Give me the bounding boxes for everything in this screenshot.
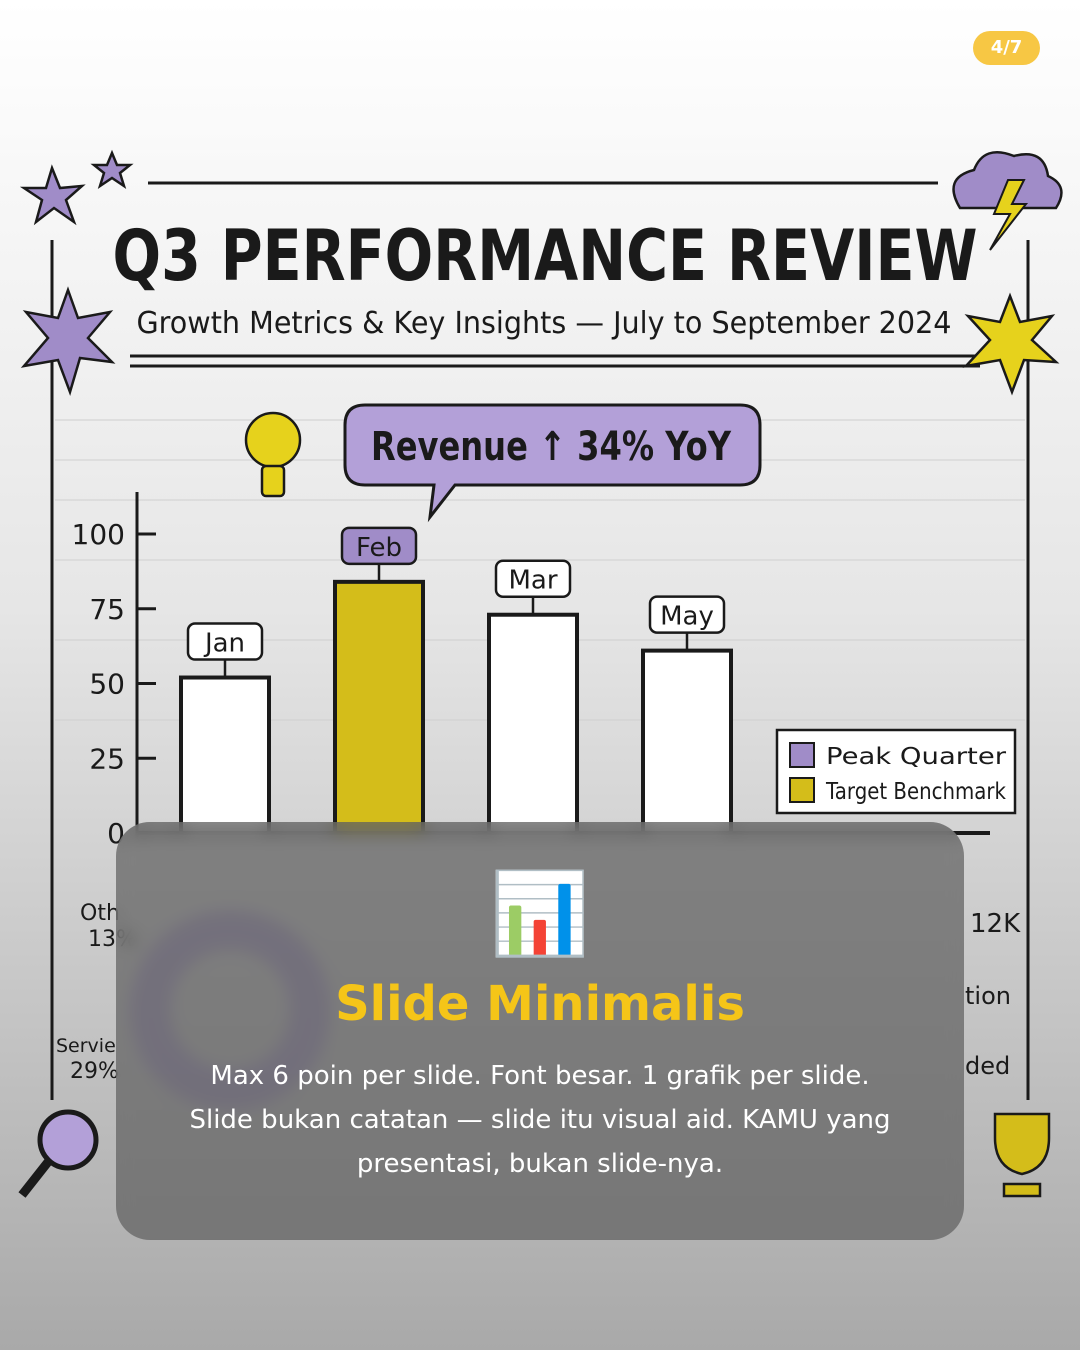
label-tag	[186, 622, 264, 661]
burst	[962, 292, 1060, 396]
bar-label: Jan	[203, 629, 245, 659]
legend-label: Peak Quarter	[826, 744, 1007, 770]
legend-swatch	[789, 777, 815, 803]
bar	[333, 579, 425, 836]
bar	[487, 612, 579, 835]
bulb	[244, 411, 302, 498]
burst	[20, 286, 116, 396]
star	[90, 149, 134, 189]
bar	[641, 648, 733, 835]
magnifier	[18, 1109, 99, 1198]
obscured-text: ded	[965, 1052, 1010, 1080]
legend-swatch	[789, 742, 815, 768]
card-title: Slide Minimalis	[335, 976, 745, 1032]
obscured-text: Oth	[80, 901, 120, 926]
bar-label: Mar	[508, 566, 557, 596]
obscured-text: Servie	[56, 1035, 116, 1057]
legend-label: Target Benchmark	[825, 779, 1006, 805]
callout-bubble	[343, 403, 762, 523]
label-tag	[340, 526, 418, 566]
y-tick-label: 75	[89, 593, 125, 626]
trophy	[993, 1112, 1051, 1198]
slide-title: Q3 PERFORMANCE REVIEW	[113, 215, 978, 297]
card-body: Max 6 poin per slide. Font besar. 1 graf…	[189, 1061, 891, 1179]
obscured-text: 12K	[970, 909, 1021, 939]
star	[19, 164, 86, 226]
bar-label: Feb	[356, 533, 402, 563]
frame	[50, 181, 1030, 1100]
label-tag	[648, 595, 726, 634]
label-tag	[494, 559, 572, 598]
card-icon: 📊	[490, 867, 590, 960]
page-badge: 4/7	[973, 31, 1040, 65]
obscured-text: 29%	[70, 1059, 119, 1084]
y-tick-label: 25	[89, 742, 125, 775]
slide-subtitle: Growth Metrics & Key Insights — July to …	[137, 306, 952, 341]
callout-text: Revenue ↑ 34% YoY	[371, 424, 732, 470]
lightning	[989, 179, 1029, 251]
obscured-text: tion	[965, 982, 1011, 1010]
bar	[179, 675, 271, 836]
y-tick-label: 100	[72, 518, 125, 551]
legend-box	[775, 728, 1017, 815]
y-tick-label: 50	[89, 668, 125, 701]
bar-label: May	[660, 602, 714, 632]
tip-card: 📊 Slide Minimalis Max 6 poin per slide. …	[116, 822, 964, 1240]
